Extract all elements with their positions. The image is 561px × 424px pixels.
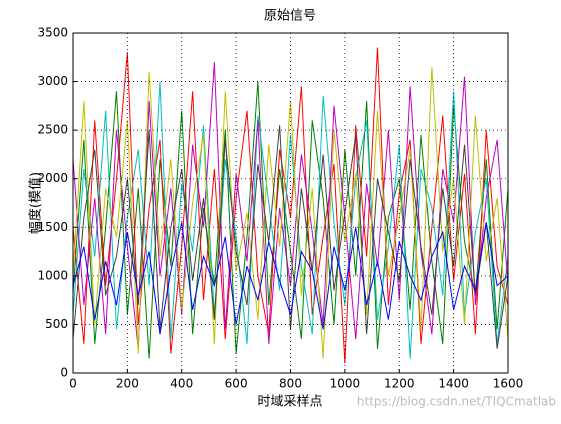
x-tick-label: 1000 [330, 377, 361, 391]
series-line [72, 222, 509, 335]
y-tick-label: 0 [60, 366, 68, 380]
x-axis-label: 时域采样点 [257, 395, 322, 410]
chart-title: 原始信号 [264, 9, 316, 24]
x-tick-label: 800 [279, 377, 302, 391]
series-line [72, 81, 509, 359]
plot-frame [72, 32, 509, 374]
y-tick-label: 1500 [37, 220, 68, 234]
y-tick-label: 500 [45, 317, 68, 331]
x-tick-label: 600 [225, 377, 248, 391]
y-tick-label: 1000 [37, 268, 68, 282]
x-tick-label: 0 [69, 377, 77, 391]
x-tick-label: 1200 [384, 377, 415, 391]
y-axis-label: 幅度(模值) [28, 172, 44, 234]
y-tick-label: 3000 [37, 74, 68, 88]
watermark: https://blog.csdn.net/TIQCmatlab [357, 395, 556, 409]
x-tick-label: 1600 [493, 377, 524, 391]
y-tick-label: 3500 [37, 26, 68, 40]
x-tick-label: 400 [170, 377, 193, 391]
y-tick-label: 2000 [37, 171, 68, 185]
x-tick-label: 1400 [438, 377, 469, 391]
x-tick-label: 200 [116, 377, 139, 391]
y-tick-label: 2500 [37, 123, 68, 137]
series-line [72, 81, 509, 359]
